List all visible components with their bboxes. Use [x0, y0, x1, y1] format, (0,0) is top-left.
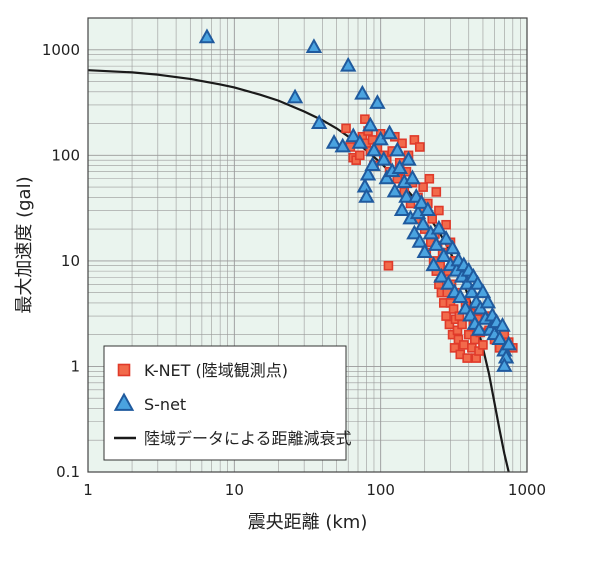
snet-point	[345, 127, 362, 143]
knet-point	[462, 353, 472, 363]
legend-knet-square	[117, 363, 131, 377]
snet-point	[469, 274, 486, 290]
knet-point	[441, 219, 451, 230]
y-tick-label: 1	[70, 357, 80, 375]
snet-point	[433, 267, 450, 283]
snet-point	[381, 124, 398, 140]
snet-point	[310, 114, 328, 130]
snet-point	[364, 156, 381, 172]
snet-point	[340, 56, 357, 72]
legend: K-NET (陸域観測点) S-net 陸域データによる距離減衰式	[103, 345, 352, 461]
knet-point	[414, 142, 425, 152]
knet-point	[424, 173, 435, 184]
snet-point	[458, 274, 476, 290]
snet-point	[425, 256, 442, 272]
knet-point	[457, 319, 467, 330]
knet-point	[453, 334, 464, 345]
snet-point	[362, 116, 379, 132]
snet-point	[413, 194, 430, 209]
snet-point	[334, 137, 351, 153]
snet-point	[491, 330, 508, 345]
snet-point	[391, 159, 408, 174]
snet-point	[470, 320, 488, 336]
knet-point	[418, 182, 428, 192]
legend-knet-label: K-NET (陸域観測点)	[144, 361, 288, 380]
snet-point	[393, 201, 411, 216]
snet-point	[500, 335, 517, 351]
snet-point	[354, 84, 371, 100]
snet-point	[378, 169, 395, 185]
snet-point	[365, 141, 383, 157]
y-tick-label: 100	[51, 146, 80, 164]
snet-point	[325, 133, 343, 149]
snet-point	[494, 316, 511, 332]
snet-point	[416, 243, 433, 258]
y-tick-label: 1000	[42, 41, 80, 59]
y-axis-title: 最大加速度 (gal)	[14, 176, 35, 313]
x-tick-label: 100	[366, 481, 395, 499]
snet-point	[406, 224, 423, 240]
snet-point	[369, 94, 386, 109]
y-tick-label: 10	[61, 252, 80, 270]
snet-point	[375, 150, 392, 166]
legend-snet-triangle	[113, 392, 135, 411]
knet-point	[383, 260, 394, 271]
snet-point	[496, 357, 513, 372]
x-axis-title: 震央距離 (km)	[248, 512, 368, 533]
snet-point	[430, 219, 448, 235]
legend-snet-marker	[113, 392, 135, 411]
x-tick-label: 1000	[508, 481, 546, 499]
x-tick-label: 1	[83, 481, 93, 499]
legend-box	[103, 345, 347, 461]
snet-point	[386, 182, 404, 198]
snet-point	[404, 169, 421, 185]
snet-point	[419, 201, 437, 216]
knet-point	[431, 187, 442, 197]
snet-point	[400, 150, 417, 166]
snet-point	[305, 38, 323, 53]
snet-point	[286, 88, 304, 104]
legend-knet-marker	[117, 363, 131, 377]
snet-point	[437, 230, 455, 245]
knet-point	[360, 114, 370, 124]
knet-point	[434, 205, 444, 216]
snet-point	[414, 215, 432, 231]
snet-point	[351, 133, 368, 149]
knet-point	[427, 214, 438, 224]
snet-point	[358, 188, 375, 203]
snet-point	[452, 288, 469, 303]
y-tick-label: 0.1	[56, 463, 80, 481]
snet-point	[389, 141, 406, 157]
plot-frame	[87, 17, 528, 473]
legend-curve-label: 陸域データによる距離減衰式	[144, 429, 352, 448]
knet-point	[409, 135, 420, 145]
knet-point	[354, 150, 365, 161]
knet-point	[459, 340, 469, 350]
knet-point	[444, 319, 455, 330]
snet-point	[411, 232, 428, 248]
knet-point	[478, 340, 488, 350]
data-points-layer	[198, 28, 518, 372]
snet-point	[479, 293, 497, 309]
snet-point	[440, 274, 457, 290]
legend-snet-label: S-net	[144, 395, 186, 414]
snet-point	[444, 239, 461, 255]
snet-point	[359, 165, 377, 181]
snet-point	[198, 28, 216, 44]
snet-point	[474, 283, 492, 299]
snet-point	[435, 247, 452, 262]
snet-point	[463, 283, 481, 299]
snet-point	[398, 188, 415, 203]
x-tick-label: 10	[225, 481, 244, 499]
knet-point	[448, 304, 459, 314]
knet-point	[341, 123, 351, 134]
